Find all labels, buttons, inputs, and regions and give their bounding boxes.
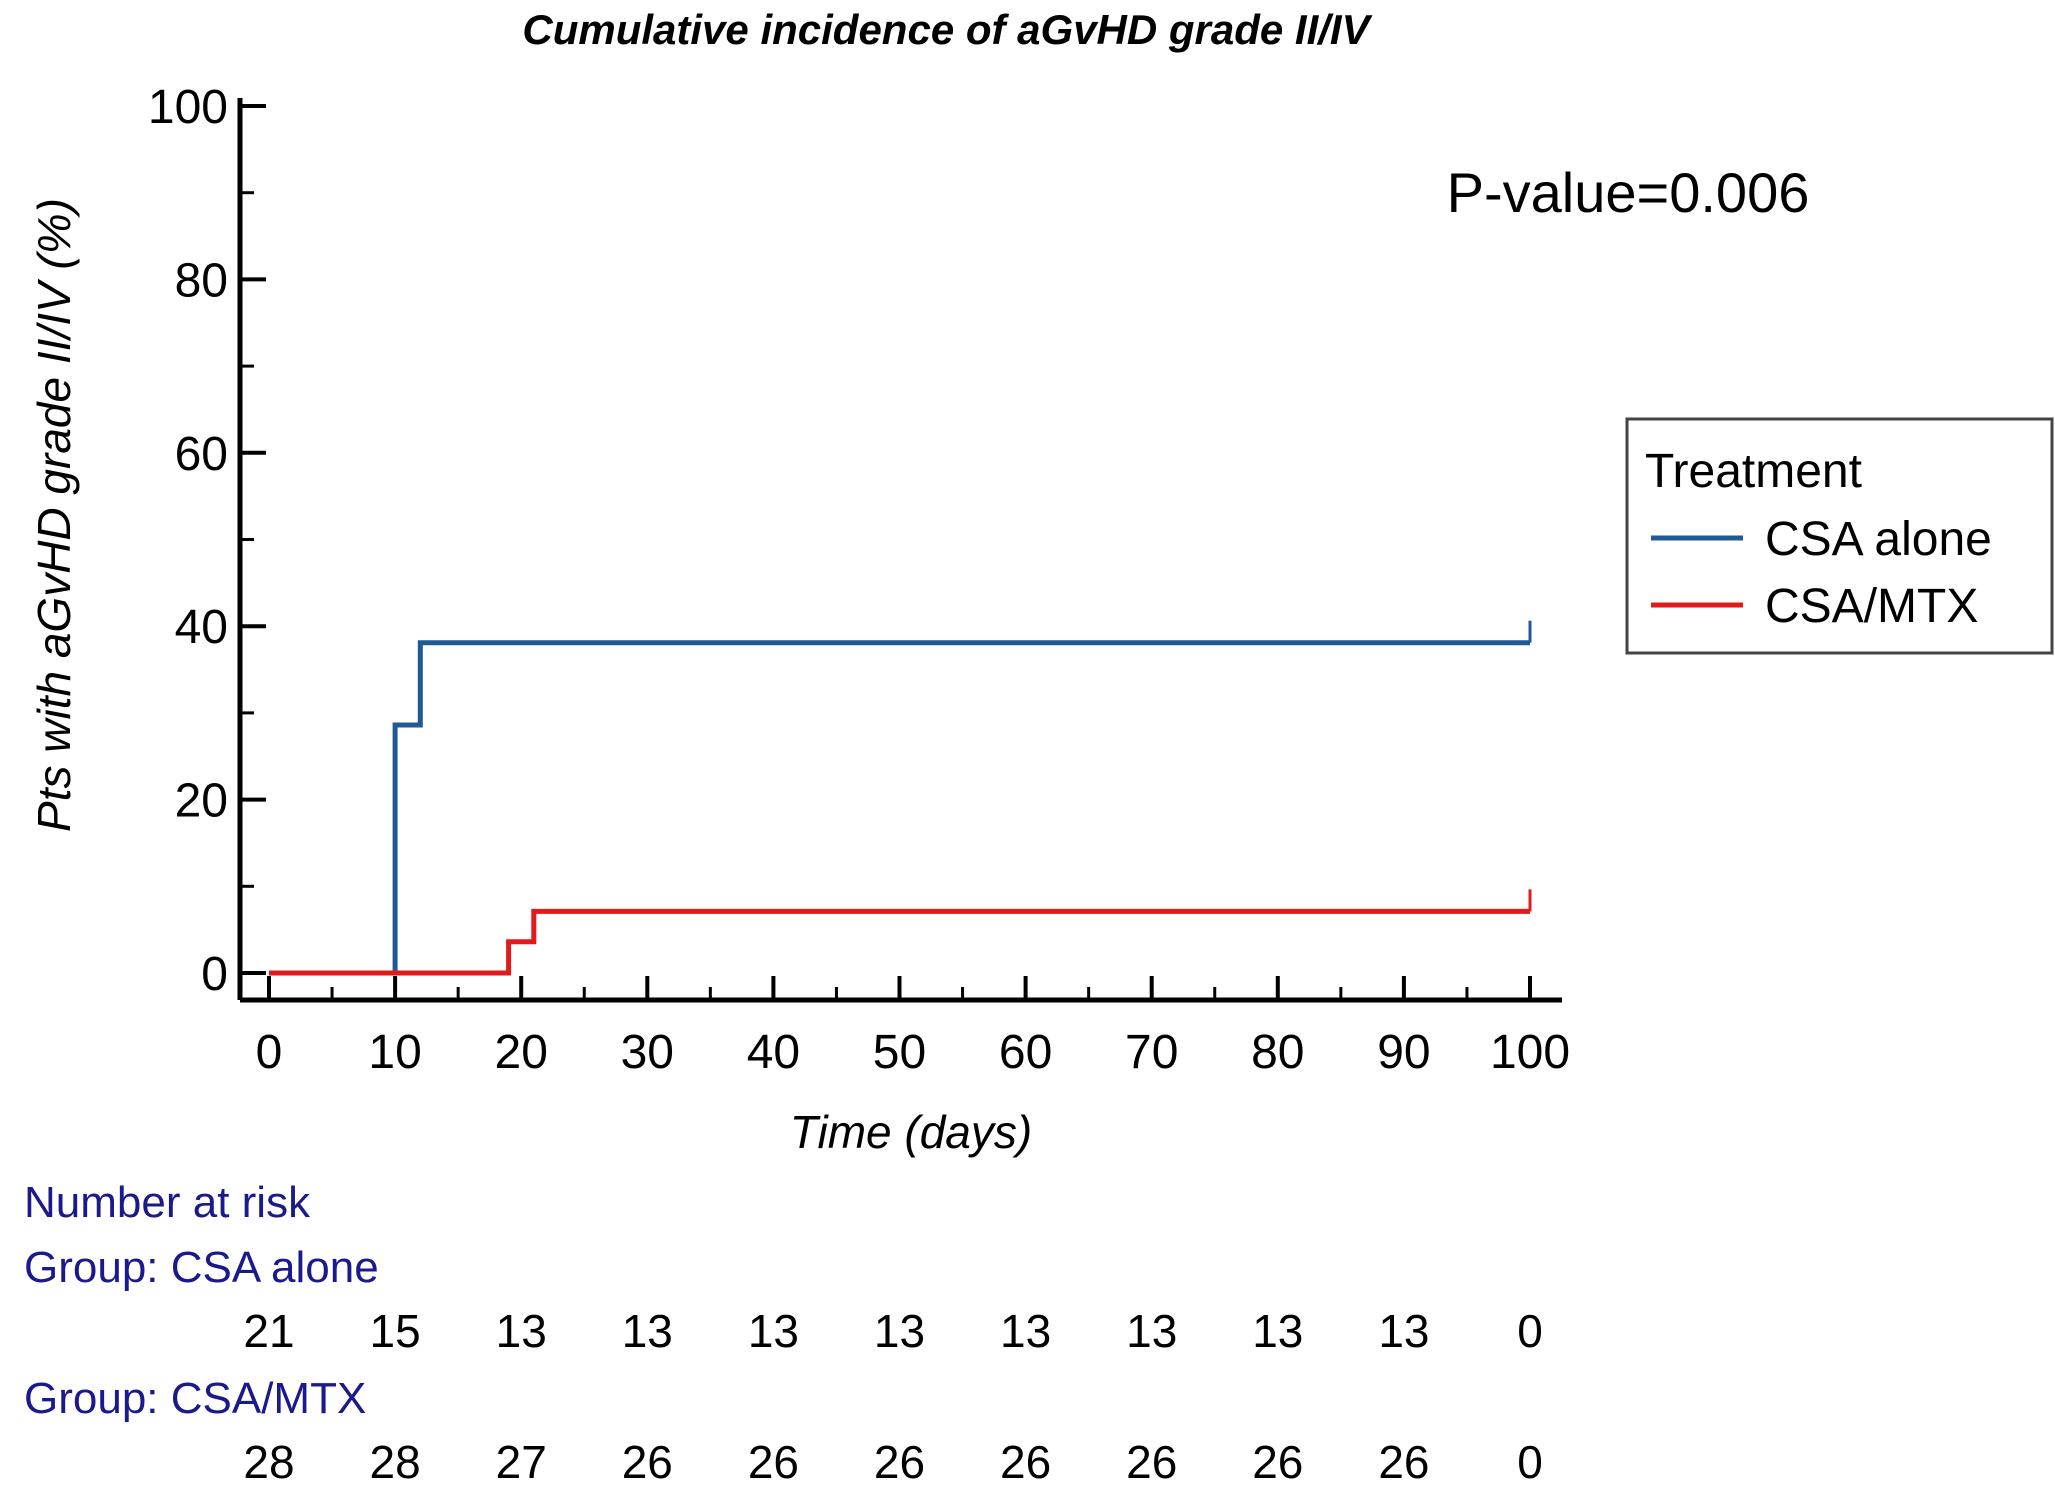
x-tick-label: 60 (999, 1026, 1052, 1079)
x-tick-label: 50 (873, 1026, 926, 1079)
p-value-annotation: P-value=0.006 (1447, 161, 1810, 224)
risk-count: 26 (1000, 1436, 1051, 1488)
x-axis: 0 10 20 30 40 50 60 70 80 90 100 (240, 976, 1570, 1079)
risk-count: 21 (243, 1305, 294, 1357)
x-axis-title: Time (days) (790, 1106, 1032, 1158)
risk-count: 13 (748, 1305, 799, 1357)
series-layer (269, 620, 1532, 976)
y-tick-label: 40 (175, 601, 228, 654)
series-line-csa-mtx (269, 908, 1530, 976)
risk-count: 27 (496, 1436, 547, 1488)
risk-count: 13 (1000, 1305, 1051, 1357)
risk-count: 26 (1126, 1436, 1177, 1488)
risk-count: 13 (1378, 1305, 1429, 1357)
y-axis: 0 20 40 60 80 100 (148, 81, 266, 1001)
x-tick-label: 100 (1490, 1026, 1570, 1079)
x-tick-label: 90 (1377, 1026, 1430, 1079)
risk-count: 26 (1378, 1436, 1429, 1488)
x-tick-label: 70 (1125, 1026, 1178, 1079)
risk-count: 26 (1252, 1436, 1303, 1488)
y-tick-label: 20 (175, 775, 228, 828)
y-tick-label: 80 (175, 254, 228, 307)
y-tick-label: 60 (175, 428, 228, 481)
risk-count: 26 (622, 1436, 673, 1488)
risk-count: 13 (622, 1305, 673, 1357)
y-tick-label: 100 (148, 81, 228, 134)
risk-count: 28 (243, 1436, 294, 1488)
legend-title: Treatment (1645, 445, 1862, 498)
legend: Treatment CSA alone CSA/MTX (1625, 417, 2054, 655)
risk-count: 13 (1126, 1305, 1177, 1357)
y-axis-title: Pts with aGvHD grade II/IV (%) (28, 198, 80, 832)
risk-count: 15 (370, 1305, 421, 1357)
x-tick-label: 80 (1251, 1026, 1304, 1079)
risk-count: 13 (874, 1305, 925, 1357)
risk-table: Number at risk Group: CSA alone 21 15 13 13 1… (24, 1178, 1543, 1488)
risk-count: 26 (748, 1436, 799, 1488)
risk-table-heading: Number at risk (24, 1178, 311, 1227)
risk-count: 0 (1517, 1305, 1543, 1357)
risk-count: 28 (370, 1436, 421, 1488)
legend-items: CSA alone CSA/MTX (1651, 513, 1992, 633)
x-tick-label: 30 (621, 1026, 674, 1079)
legend-label: CSA alone (1765, 513, 1992, 566)
risk-group-label: Group: CSA alone (24, 1243, 379, 1292)
x-tick-label: 0 (256, 1026, 283, 1079)
risk-count: 0 (1517, 1436, 1543, 1488)
x-tick-label: 10 (368, 1026, 421, 1079)
risk-count: 26 (874, 1436, 925, 1488)
x-tick-label: 40 (747, 1026, 800, 1079)
legend-label: CSA/MTX (1765, 580, 1978, 633)
series-line-csa-alone (269, 640, 1530, 976)
risk-count: 13 (1252, 1305, 1303, 1357)
chart-title: Cumulative incidence of aGvHD grade II/I… (522, 6, 1372, 53)
risk-group-label: Group: CSA/MTX (24, 1374, 366, 1423)
y-tick-label: 0 (201, 948, 228, 1001)
risk-count: 13 (496, 1305, 547, 1357)
x-tick-label: 20 (495, 1026, 548, 1079)
